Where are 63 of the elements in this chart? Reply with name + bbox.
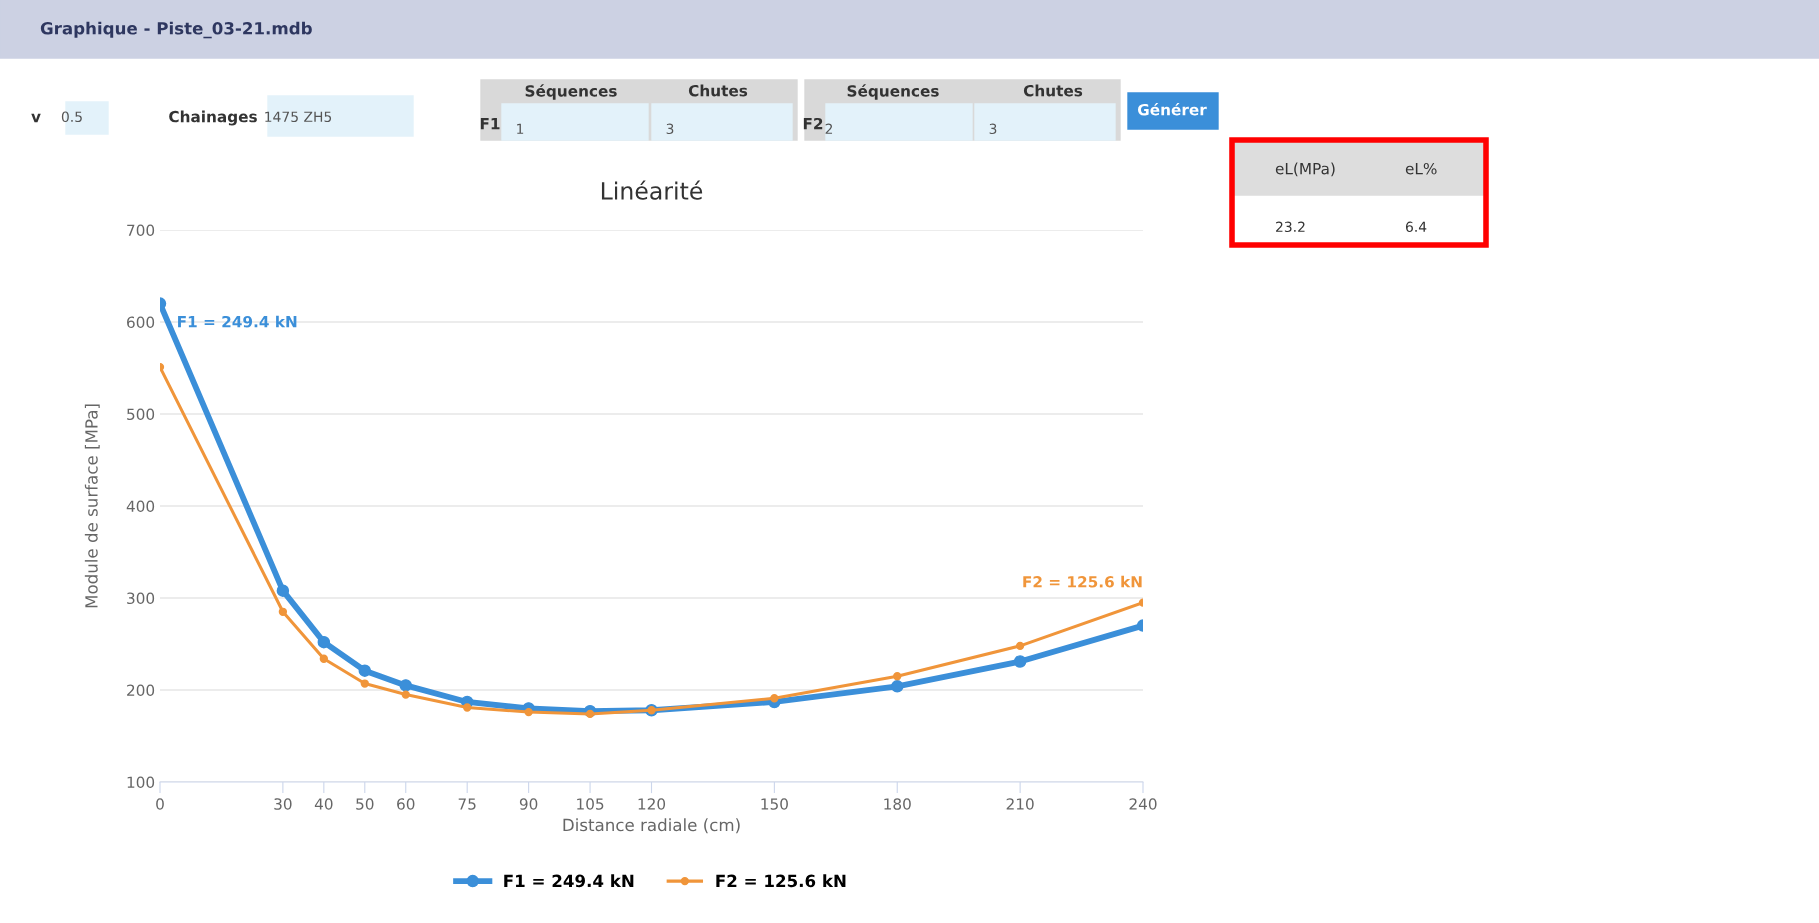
point [276, 584, 290, 597]
text: 3 [989, 123, 997, 135]
text: 3 [666, 123, 674, 135]
x-tick-label: 50 [356, 798, 374, 810]
x-tick-label: 105 [577, 798, 604, 810]
x-tick-label: 60 [397, 798, 415, 810]
x-tick-label: 180 [884, 798, 911, 810]
y-tick-label: 600 [127, 316, 155, 329]
chart-title: Linéarité [601, 180, 703, 200]
point [585, 709, 595, 719]
text: F1 = 249.4 kN [178, 315, 297, 328]
point [401, 690, 410, 699]
text: Générer [1137, 103, 1207, 116]
x-tick-label: 40 [314, 798, 333, 810]
text: v [31, 113, 41, 123]
x-axis-title: Distance radiale (cm) [563, 818, 740, 834]
point [524, 707, 533, 717]
text: Graphique - Piste_03-21.mdb [40, 21, 312, 39]
point [399, 679, 413, 692]
point [1015, 641, 1025, 651]
x-tick-label: 0 [156, 798, 164, 810]
point [463, 703, 472, 712]
text: Chainages [169, 110, 257, 126]
point [319, 654, 329, 663]
text: Séquences [847, 84, 939, 100]
x-tick-label: 120 [638, 798, 666, 810]
text: 0.5 [61, 111, 82, 123]
y-tick-label: 300 [127, 592, 155, 605]
x-tick-label: 240 [1129, 798, 1157, 810]
text: F2 = 125.6 kN [1023, 575, 1142, 588]
point [278, 607, 288, 616]
point [893, 672, 902, 681]
x-tick-label: 150 [761, 798, 788, 810]
text: 23.2 [1276, 221, 1305, 233]
point [358, 664, 372, 677]
text: 1475 ZH5 [265, 111, 332, 123]
legend-label: F1 = 249.4 kN [504, 874, 634, 888]
y-tick-label: 100 [127, 776, 155, 789]
y-axis-title: Module de surface [MPa] [84, 404, 100, 608]
text: eL(MPa) [1275, 162, 1335, 177]
text: Chutes [688, 84, 748, 97]
point [317, 635, 331, 649]
text: 2 [825, 123, 833, 134]
y-tick-label: 500 [127, 408, 155, 421]
y-tick-label: 400 [126, 500, 155, 513]
legend-label: F2 = 125.6 kN [716, 874, 846, 888]
x-tick-label: 30 [274, 798, 292, 810]
text: 6.4 [1405, 221, 1427, 233]
point [360, 679, 369, 688]
point [890, 680, 904, 693]
x-tick-label: 75 [458, 798, 476, 810]
point [770, 694, 779, 703]
x-tick-label: 210 [1006, 798, 1034, 810]
text: Séquences [525, 84, 617, 100]
text: F2 [803, 117, 823, 130]
y-tick-label: 700 [127, 224, 155, 237]
text: F1 [480, 118, 500, 130]
text: Chutes [1023, 84, 1083, 97]
y-tick-label: 200 [127, 684, 155, 697]
text: 1 [517, 123, 524, 134]
text: eL% [1405, 162, 1437, 175]
point [1013, 655, 1027, 668]
x-tick-label: 90 [519, 798, 538, 810]
